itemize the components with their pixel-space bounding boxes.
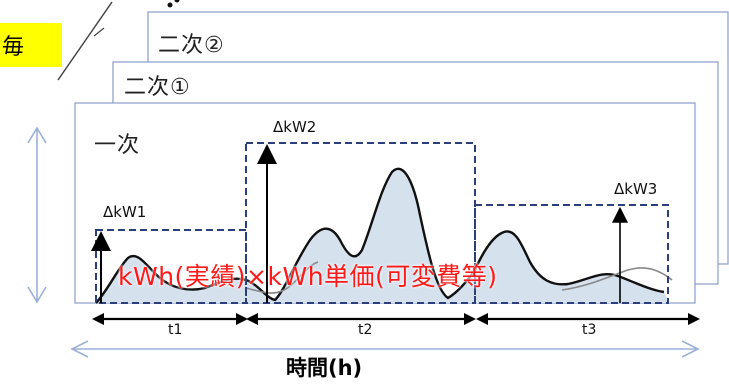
vertical-arrowhead-bottom (27, 286, 47, 304)
time-arrowhead (236, 313, 248, 325)
time-label-t3: t3 (582, 322, 597, 338)
depth-line-short (93, 27, 105, 37)
load-curve-area (96, 168, 670, 303)
x-axis-label: 時間(h) (286, 356, 363, 380)
highlighted-label: 毎 (0, 23, 62, 67)
vertical-arrowhead-top (27, 126, 47, 144)
time-arrowhead (246, 313, 258, 325)
layer-label-secondary-2: 二次② (158, 33, 225, 58)
load-curve-line (95, 167, 665, 304)
dot (167, 2, 173, 8)
layer-label-primary: 一次 (94, 133, 141, 158)
load-curve-secondary (245, 261, 673, 294)
time-label-t2: t2 (358, 322, 373, 338)
time-label-t1: t1 (168, 322, 183, 338)
depth-line (57, 1, 113, 81)
delta-kw1-label: ΔkW1 (103, 203, 147, 221)
dashed-box-3 (474, 204, 669, 304)
time-arrowhead (476, 313, 488, 325)
delta-kw2-label: ΔkW2 (273, 118, 317, 136)
time-arrowhead (688, 313, 700, 325)
time-axis-arrowhead-right (681, 340, 700, 358)
time-arrowhead (92, 313, 104, 325)
delta-kw3-label: ΔkW3 (614, 180, 658, 198)
dashed-box-1 (95, 229, 247, 304)
formula-text: kWh(実績)×kWh単価(可変費等) (118, 262, 498, 291)
layer-label-secondary-1: 二次① (124, 75, 191, 100)
time-arrowhead (464, 313, 476, 325)
time-axis-arrowhead-left (70, 340, 89, 358)
dot (174, 0, 180, 3)
